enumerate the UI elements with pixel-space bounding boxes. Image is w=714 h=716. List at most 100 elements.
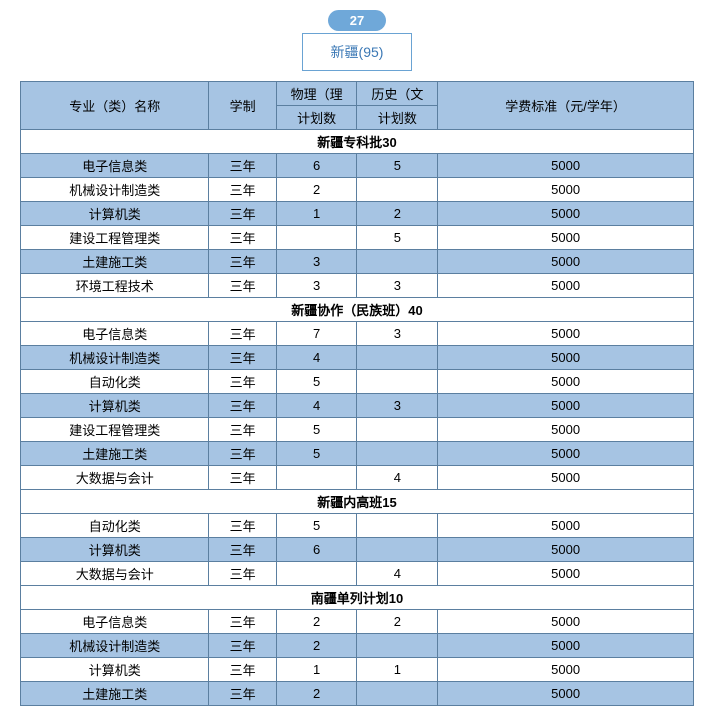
cell-major: 机械设计制造类 xyxy=(21,178,209,202)
cell-major: 自动化类 xyxy=(21,514,209,538)
cell-dur: 三年 xyxy=(209,226,276,250)
cell-phy: 2 xyxy=(276,610,357,634)
cell-his: 3 xyxy=(357,394,438,418)
cell-major: 大数据与会计 xyxy=(21,466,209,490)
cell-fee: 5000 xyxy=(438,370,694,394)
cell-fee: 5000 xyxy=(438,178,694,202)
table-row: 机械设计制造类三年25000 xyxy=(21,634,694,658)
cell-major: 大数据与会计 xyxy=(21,562,209,586)
cell-fee: 5000 xyxy=(438,226,694,250)
cell-his xyxy=(357,370,438,394)
cell-fee: 5000 xyxy=(438,538,694,562)
cell-fee: 5000 xyxy=(438,634,694,658)
section-title: 新疆专科批30 xyxy=(21,130,694,154)
cell-dur: 三年 xyxy=(209,466,276,490)
cell-dur: 三年 xyxy=(209,514,276,538)
cell-phy: 4 xyxy=(276,346,357,370)
th-fee: 学费标准（元/学年） xyxy=(438,82,694,130)
table-header: 专业（类）名称 学制 物理（理 历史（文 学费标准（元/学年） 计划数 计划数 xyxy=(21,82,694,130)
cell-phy: 5 xyxy=(276,370,357,394)
section-title: 新疆内高班15 xyxy=(21,490,694,514)
cell-fee: 5000 xyxy=(438,154,694,178)
cell-phy xyxy=(276,226,357,250)
cell-his: 3 xyxy=(357,322,438,346)
cell-his: 3 xyxy=(357,274,438,298)
cell-major: 电子信息类 xyxy=(21,610,209,634)
badge-label: 新疆(95) xyxy=(302,33,413,71)
cell-phy: 4 xyxy=(276,394,357,418)
cell-major: 土建施工类 xyxy=(21,442,209,466)
cell-major: 自动化类 xyxy=(21,370,209,394)
table-row: 机械设计制造类三年45000 xyxy=(21,346,694,370)
cell-dur: 三年 xyxy=(209,250,276,274)
cell-major: 环境工程技术 xyxy=(21,274,209,298)
enrollment-table: 专业（类）名称 学制 物理（理 历史（文 学费标准（元/学年） 计划数 计划数 … xyxy=(20,81,694,706)
th-history: 历史（文 xyxy=(357,82,438,106)
cell-fee: 5000 xyxy=(438,610,694,634)
table-row: 机械设计制造类三年25000 xyxy=(21,178,694,202)
th-history-plan: 计划数 xyxy=(357,106,438,130)
section-title: 南疆单列计划10 xyxy=(21,586,694,610)
table-row: 环境工程技术三年335000 xyxy=(21,274,694,298)
cell-phy: 3 xyxy=(276,250,357,274)
cell-his xyxy=(357,346,438,370)
table-row: 大数据与会计三年45000 xyxy=(21,562,694,586)
cell-major: 建设工程管理类 xyxy=(21,226,209,250)
section-title: 新疆协作（民族班）40 xyxy=(21,298,694,322)
cell-phy: 2 xyxy=(276,682,357,706)
cell-his xyxy=(357,250,438,274)
table-row: 自动化类三年5 5000 xyxy=(21,370,694,394)
cell-his xyxy=(357,682,438,706)
table-row: 电子信息类三年735000 xyxy=(21,322,694,346)
cell-his xyxy=(357,538,438,562)
cell-his xyxy=(357,418,438,442)
table-row: 土建施工类三年25000 xyxy=(21,682,694,706)
table-row: 计算机类三年115000 xyxy=(21,658,694,682)
cell-phy xyxy=(276,466,357,490)
cell-phy: 6 xyxy=(276,538,357,562)
table-row: 大数据与会计三年45000 xyxy=(21,466,694,490)
cell-phy: 5 xyxy=(276,514,357,538)
cell-fee: 5000 xyxy=(438,682,694,706)
cell-major: 电子信息类 xyxy=(21,154,209,178)
table-row: 土建施工类三年55000 xyxy=(21,442,694,466)
cell-dur: 三年 xyxy=(209,634,276,658)
cell-major: 土建施工类 xyxy=(21,250,209,274)
cell-fee: 5000 xyxy=(438,202,694,226)
cell-phy: 7 xyxy=(276,322,357,346)
cell-dur: 三年 xyxy=(209,346,276,370)
cell-his xyxy=(357,514,438,538)
cell-dur: 三年 xyxy=(209,658,276,682)
cell-fee: 5000 xyxy=(438,418,694,442)
cell-dur: 三年 xyxy=(209,394,276,418)
cell-major: 电子信息类 xyxy=(21,322,209,346)
cell-phy: 3 xyxy=(276,274,357,298)
th-major: 专业（类）名称 xyxy=(21,82,209,130)
table-row: 电子信息类三年225000 xyxy=(21,610,694,634)
cell-fee: 5000 xyxy=(438,322,694,346)
cell-fee: 5000 xyxy=(438,274,694,298)
cell-phy: 6 xyxy=(276,154,357,178)
table-row: 计算机类三年435000 xyxy=(21,394,694,418)
cell-his xyxy=(357,634,438,658)
cell-fee: 5000 xyxy=(438,442,694,466)
cell-his: 4 xyxy=(357,466,438,490)
cell-dur: 三年 xyxy=(209,418,276,442)
cell-his: 2 xyxy=(357,202,438,226)
cell-fee: 5000 xyxy=(438,394,694,418)
section-title-row: 新疆内高班15 xyxy=(21,490,694,514)
cell-fee: 5000 xyxy=(438,250,694,274)
cell-his: 4 xyxy=(357,562,438,586)
cell-his: 2 xyxy=(357,610,438,634)
cell-his: 5 xyxy=(357,154,438,178)
cell-major: 计算机类 xyxy=(21,394,209,418)
cell-phy xyxy=(276,562,357,586)
cell-dur: 三年 xyxy=(209,154,276,178)
cell-dur: 三年 xyxy=(209,202,276,226)
cell-dur: 三年 xyxy=(209,370,276,394)
table-row: 土建施工类三年3 5000 xyxy=(21,250,694,274)
th-physics-plan: 计划数 xyxy=(276,106,357,130)
cell-fee: 5000 xyxy=(438,346,694,370)
section-title-row: 新疆协作（民族班）40 xyxy=(21,298,694,322)
cell-dur: 三年 xyxy=(209,274,276,298)
